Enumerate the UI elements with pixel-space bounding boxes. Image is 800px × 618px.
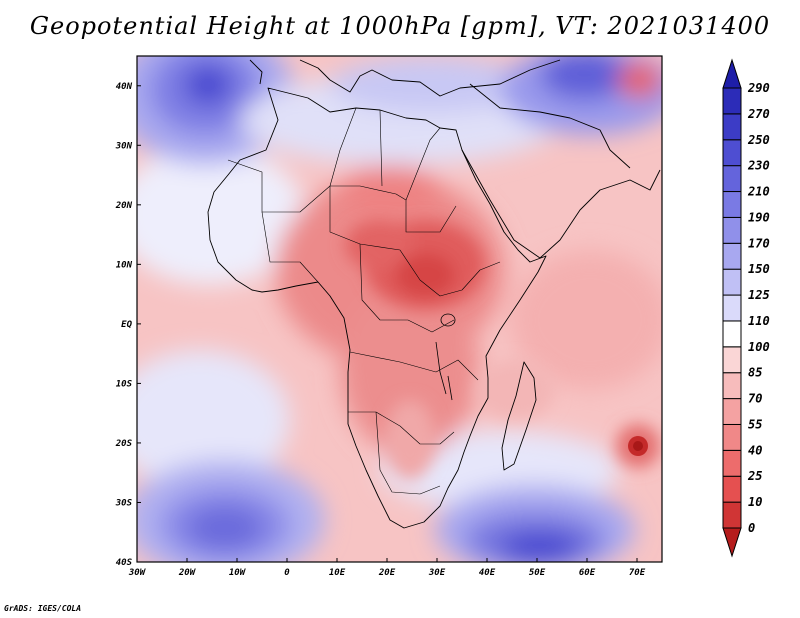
colorbar-segment (722, 294, 742, 322)
colorbar-segment (722, 268, 742, 296)
colorbar-level-label: 100 (748, 340, 770, 354)
colorbar-level-label: 125 (748, 288, 770, 302)
colorbar-level-label: 70 (748, 392, 762, 406)
latitude-axis: 40N 30N 20N 10N EQ 10S 20S 30S 40S (115, 82, 141, 568)
lon-tick-label: 70E (629, 568, 646, 578)
lat-tick-label: 10S (116, 379, 133, 389)
geopotential-height-field (137, 56, 662, 562)
colorbar-level-label: 210 (747, 185, 770, 199)
lat-tick-label: 40S (116, 558, 133, 568)
colorbar-segment (722, 320, 742, 348)
longitude-axis: 30W 20W 10W 0 10E 20E 30E 40E 50E 60E 70E (128, 558, 646, 578)
colorbar-segment (722, 242, 742, 270)
lon-tick-label: 40E (479, 568, 496, 578)
lon-tick-label: 20W (178, 568, 197, 578)
lon-tick-label: 0 (284, 568, 290, 578)
lon-tick-label: 10E (329, 568, 346, 578)
lat-tick-label: 30N (115, 141, 133, 151)
colorbar-segment (722, 113, 742, 141)
chart-title: Geopotential Height at 1000hPa [gpm], VT… (29, 12, 771, 40)
lon-tick-label: 20E (378, 568, 396, 578)
colorbar-level-label: 25 (747, 469, 762, 483)
lat-tick-label: 30S (115, 498, 133, 508)
colorbar-segment (722, 501, 742, 529)
colorbar-level-label: 85 (748, 366, 762, 380)
lon-tick-label: 50E (529, 568, 546, 578)
colorbar-segment (722, 449, 742, 477)
colorbar-level-label: 250 (747, 133, 770, 147)
colorbar-max-arrow (722, 58, 742, 89)
colorbar-segment (722, 139, 742, 167)
plot-frame (136, 55, 663, 563)
lon-tick-label: 60E (579, 568, 596, 578)
colorbar-level-label: 55 (748, 417, 762, 431)
colorbar-level-label: 270 (747, 107, 770, 121)
lat-tick-label: 20S (115, 439, 133, 449)
colorbar-segment (722, 87, 742, 115)
colorbar-segment (722, 216, 742, 244)
colorbar-level-label: 110 (748, 314, 770, 328)
colorbar-segment (722, 475, 742, 503)
lakes (435, 313, 456, 401)
lat-tick-label: 20N (115, 201, 133, 211)
lat-tick-label: EQ (121, 320, 132, 330)
colorbar-level-label: 10 (748, 495, 762, 509)
colorbar-segment (722, 165, 742, 193)
colorbar-segment (722, 346, 742, 374)
lat-tick-label: 10N (116, 260, 133, 270)
colorbar-segment (722, 423, 742, 451)
lon-tick-label: 30E (428, 568, 446, 578)
coastlines (207, 59, 661, 529)
lon-tick-label: 30W (128, 568, 147, 578)
colorbar-legend: 0 10 25 40 55 70 85 100 110 125 150 170 190 210 230 250… (722, 58, 770, 558)
colorbar-segment (722, 398, 742, 425)
lon-tick-label: 10W (229, 568, 247, 578)
colorbar-level-label: 290 (747, 81, 770, 95)
colorbar-segment (722, 372, 742, 400)
colorbar-segment (722, 191, 742, 218)
colorbar-min-arrow (722, 527, 742, 558)
colorbar-level-label: 170 (748, 236, 770, 250)
country-borders (227, 107, 501, 495)
lat-tick-label: 40N (116, 82, 133, 92)
grads-credit: GrADS: IGES/COLA (4, 604, 82, 613)
colorbar-level-label: 230 (747, 159, 770, 173)
colorbar-level-label: 0 (748, 521, 755, 535)
colorbar-level-label: 190 (748, 210, 770, 224)
colorbar-level-label: 40 (748, 443, 762, 457)
colorbar-level-label: 150 (748, 262, 770, 276)
